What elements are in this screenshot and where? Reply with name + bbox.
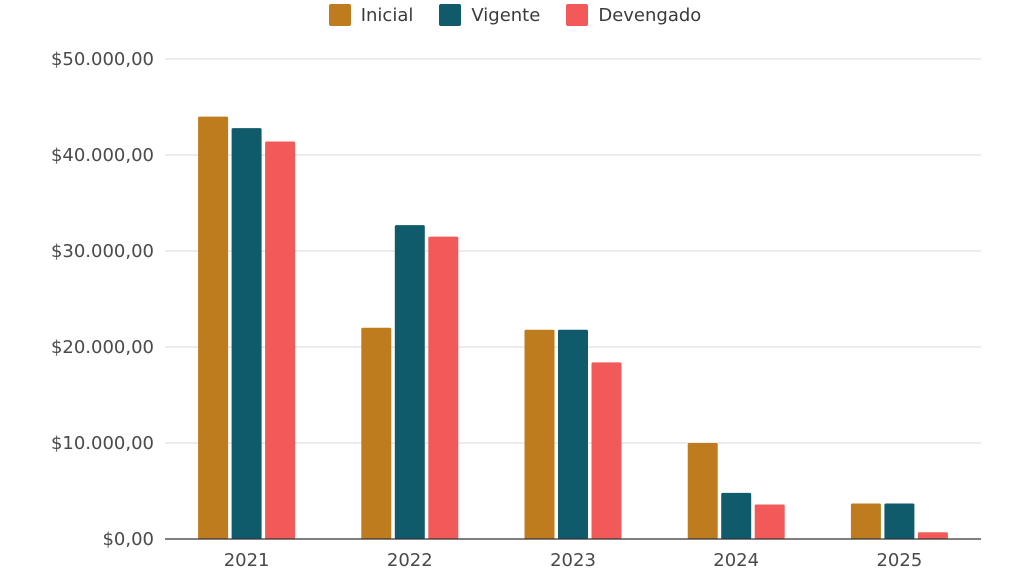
- y-tick-label: $40.000,00: [51, 145, 154, 166]
- legend-swatch: [328, 4, 351, 26]
- legend-swatch: [439, 4, 462, 26]
- bar-vigente-2021: [231, 128, 262, 539]
- legend-label: Inicial: [360, 4, 414, 26]
- y-tick-label: $50.000,00: [51, 49, 154, 70]
- bar-inicial-2025: [850, 503, 881, 539]
- bar-devengado-2024: [754, 504, 785, 539]
- y-tick-label: $10.000,00: [51, 433, 154, 454]
- bar-devengado-2025: [917, 532, 948, 539]
- bar-inicial-2021: [198, 116, 229, 539]
- x-tick-label: 2021: [224, 550, 270, 571]
- legend-item-inicial: Inicial: [328, 4, 414, 26]
- bar-inicial-2023: [524, 329, 555, 539]
- x-tick-label: 2025: [876, 550, 922, 571]
- bar-vigente-2023: [558, 329, 588, 539]
- chart-legend: Inicial Vigente Devengado: [0, 4, 1024, 26]
- y-tick-label: $20.000,00: [51, 337, 154, 358]
- x-tick-label: 2022: [387, 550, 433, 571]
- y-axis-ticks: $0,00 $10.000,00 $20.000,00 $30.000,00 $40.0…: [51, 49, 154, 550]
- bar-inicial-2022: [361, 327, 392, 539]
- legend-item-vigente: Vigente: [439, 4, 540, 26]
- legend-label: Devengado: [598, 4, 702, 26]
- x-tick-label: 2023: [550, 550, 596, 571]
- legend-swatch: [566, 4, 589, 26]
- gridlines: [165, 58, 981, 444]
- bar-devengado-2021: [265, 141, 296, 539]
- bar-vigente-2024: [721, 492, 752, 539]
- bar-vigente-2022: [394, 225, 425, 539]
- x-axis-ticks: 2021 2022 2023 2024 2025: [224, 550, 923, 571]
- x-tick-label: 2024: [713, 550, 759, 571]
- y-tick-label: $0,00: [102, 529, 154, 550]
- y-tick-label: $30.000,00: [51, 241, 154, 262]
- legend-item-devengado: Devengado: [566, 4, 701, 26]
- bar-vigente-2025: [884, 503, 915, 539]
- bars: [198, 116, 948, 539]
- bar-inicial-2024: [687, 443, 718, 539]
- bar-devengado-2022: [428, 236, 459, 539]
- legend-label: Vigente: [471, 4, 541, 26]
- bar-devengado-2023: [591, 362, 622, 539]
